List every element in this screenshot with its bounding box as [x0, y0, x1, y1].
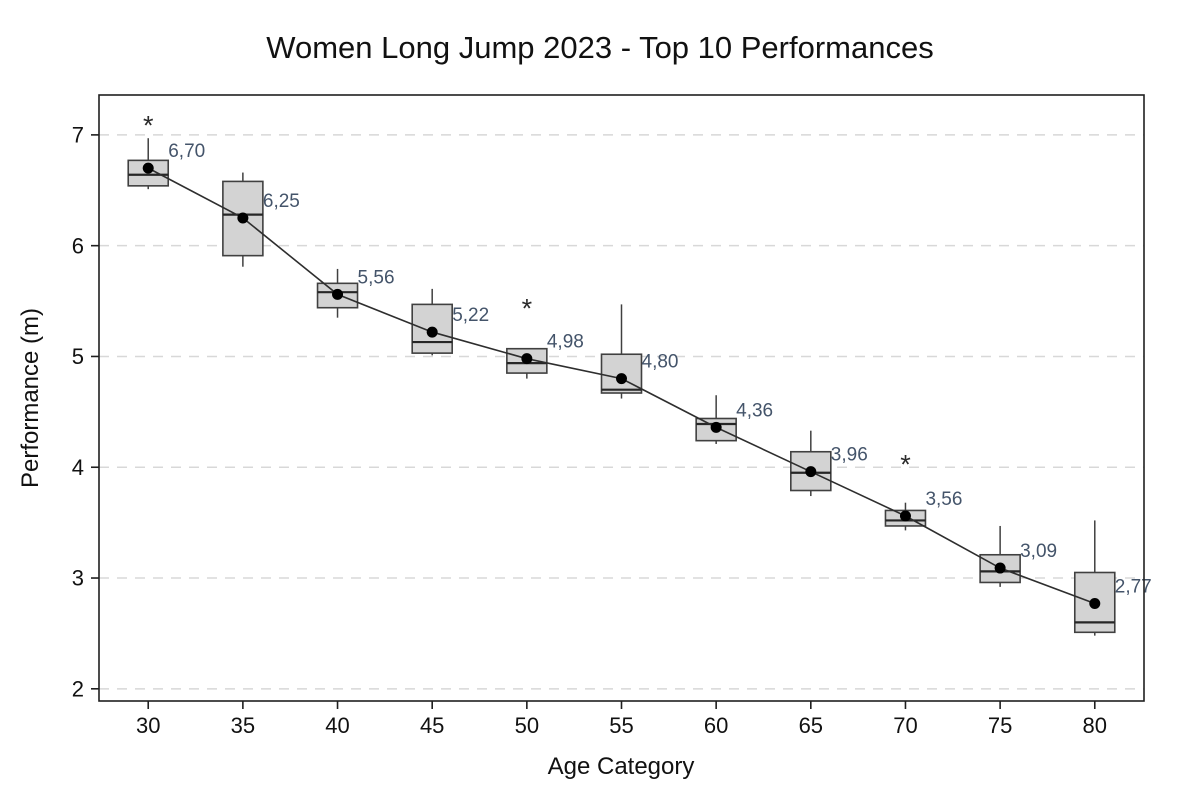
- outlier-marker-age-50-0: *: [522, 293, 533, 323]
- mean-value-label-age-70: 3,56: [925, 489, 962, 510]
- outlier-marker-age-30-0: *: [143, 111, 154, 141]
- x-tick-label-65: 65: [799, 713, 823, 738]
- mean-dot-age-50: [521, 353, 533, 365]
- mean-dot-age-65: [805, 466, 817, 478]
- mean-dot-age-40: [332, 288, 344, 300]
- mean-dot-age-30: [142, 162, 154, 174]
- x-tick-label-80: 80: [1083, 713, 1107, 738]
- x-tick-label-35: 35: [231, 713, 255, 738]
- overlay-layer: 6,70 * 6,25 5,56 5,22 4,98 * 4,80 4,36 3,96 3,56 * 3…: [142, 111, 1152, 610]
- x-tick-label-55: 55: [609, 713, 633, 738]
- x-tick-label-75: 75: [988, 713, 1012, 738]
- y-tick-label-3: 3: [72, 566, 84, 591]
- y-tick-label-2: 2: [72, 677, 84, 702]
- mean-dot-age-75: [994, 562, 1006, 574]
- mean-value-label-age-45: 5,22: [452, 305, 489, 326]
- box-age-30: [127, 159, 170, 187]
- mean-value-label-age-40: 5,56: [358, 267, 395, 288]
- mean-value-label-age-75: 3,09: [1020, 541, 1057, 562]
- mean-dot-age-45: [426, 326, 438, 338]
- mean-dot-age-60: [710, 421, 722, 433]
- x-tick-label-30: 30: [136, 713, 160, 738]
- mean-value-label-age-50: 4,98: [547, 332, 584, 353]
- mean-dot-age-70: [899, 510, 911, 522]
- x-tick-label-45: 45: [420, 713, 444, 738]
- chart-title: Women Long Jump 2023 - Top 10 Performanc…: [266, 30, 933, 65]
- mean-value-label-age-80: 2,77: [1115, 577, 1152, 598]
- mean-value-label-age-35: 6,25: [263, 191, 300, 212]
- y-tick-label-6: 6: [72, 233, 84, 258]
- mean-value-label-age-65: 3,96: [831, 445, 868, 466]
- mean-value-label-age-60: 4,36: [736, 400, 773, 421]
- mean-value-label-age-55: 4,80: [642, 352, 679, 373]
- box-layer: [127, 138, 1116, 636]
- mean-dot-age-35: [237, 212, 249, 224]
- y-tick-label-7: 7: [72, 123, 84, 148]
- x-axis-label: Age Category: [548, 753, 695, 780]
- x-tick-label-50: 50: [515, 713, 539, 738]
- mean-value-label-age-30: 6,70: [168, 141, 205, 162]
- x-tick-label-60: 60: [704, 713, 728, 738]
- mean-dot-age-55: [616, 373, 627, 385]
- x-tick-label-70: 70: [893, 713, 917, 738]
- y-tick-label-4: 4: [72, 455, 84, 480]
- box-age-40: [316, 282, 359, 309]
- y-tick-label-5: 5: [72, 344, 84, 369]
- mean-dot-age-80: [1089, 598, 1101, 610]
- outlier-marker-age-70-0: *: [900, 450, 911, 480]
- y-axis-label: Performance (m): [17, 308, 44, 488]
- x-tick-label-40: 40: [325, 713, 349, 738]
